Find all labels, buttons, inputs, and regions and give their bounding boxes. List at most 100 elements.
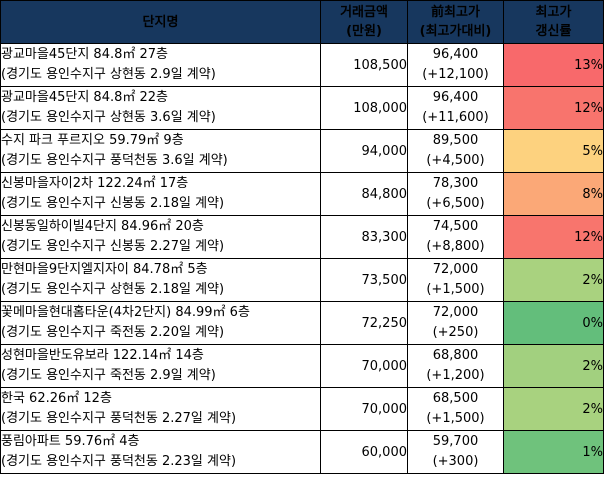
previous-high: 72,000: [432, 262, 479, 277]
trade-price: 60,000: [320, 430, 408, 474]
complex-name: 한국 62.26㎡ 12층: [1, 391, 112, 406]
price-difference: (+6,500): [426, 196, 485, 211]
table-row: 신봉마을자이2차 122.24㎡ 17층 (경기도 용인수지구 신봉동 2.18일…: [0, 172, 604, 216]
header-rate-sub: 갱신률: [535, 24, 572, 39]
complex-detail: (경기도 용인수지구 신봉동 2.18일 계약): [1, 196, 225, 211]
header-name-label: 단지명: [142, 14, 179, 30]
complex-cell: 성현마을반도유보라 122.14㎡ 14층 (경기도 용인수지구 죽전동 2.9일…: [0, 344, 321, 388]
header-complex-name: 단지명: [0, 0, 321, 44]
complex-name: 신봉동일하이빌4단지 84.96㎡ 20층: [1, 219, 204, 234]
table-row: 성현마을반도유보라 122.14㎡ 14층 (경기도 용인수지구 죽전동 2.9일…: [0, 344, 604, 388]
complex-cell: 만현마을9단지엘지자이 84.78㎡ 5층 (경기도 용인수지구 상현동 2.18…: [0, 258, 321, 302]
previous-high-cell: 74,500 (+8,800): [407, 215, 504, 259]
complex-name: 광교마을45단지 84.8㎡ 27층: [1, 47, 169, 62]
apartment-price-table: 단지명 거래금액 (만원) 前최고가 (최고가대비) 최고가 갱신률 광교마을4…: [0, 0, 604, 474]
trade-price: 70,000: [320, 344, 408, 388]
renewal-rate: 1%: [503, 430, 604, 474]
complex-cell: 풍림아파트 59.76㎡ 4층 (경기도 용인수지구 풍덕천동 2.23일 계약): [0, 430, 321, 474]
table-row: 꽃메마을현대홈타운(4차2단지) 84.99㎡ 6층 (경기도 용인수지구 죽전동…: [0, 301, 604, 345]
previous-high: 68,500: [432, 391, 479, 406]
previous-high-cell: 89,500 (+4,500): [407, 129, 504, 173]
previous-high-cell: 68,800 (+1,200): [407, 344, 504, 388]
complex-cell: 신봉동일하이빌4단지 84.96㎡ 20층 (경기도 용인수지구 신봉동 2.27…: [0, 215, 321, 259]
trade-price: 94,000: [320, 129, 408, 173]
complex-cell: 수지 파크 푸르지오 59.79㎡ 9층 (경기도 용인수지구 풍덕천동 3.6일…: [0, 129, 321, 173]
complex-detail: (경기도 용인수지구 상현동 2.18일 계약): [1, 282, 225, 297]
previous-high: 78,300: [432, 176, 479, 191]
complex-cell: 신봉마을자이2차 122.24㎡ 17층 (경기도 용인수지구 신봉동 2.18일…: [0, 172, 321, 216]
complex-cell: 광교마을45단지 84.8㎡ 22층 (경기도 용인수지구 상현동 3.6일 계약…: [0, 86, 321, 130]
price-difference: (+300): [432, 454, 479, 469]
price-difference: (+1,500): [426, 411, 485, 426]
trade-price: 70,000: [320, 387, 408, 431]
table-row: 광교마을45단지 84.8㎡ 22층 (경기도 용인수지구 상현동 3.6일 계약…: [0, 86, 604, 130]
price-difference: (+11,600): [422, 110, 489, 125]
complex-name: 성현마을반도유보라 122.14㎡ 14층: [1, 348, 204, 363]
table-row: 만현마을9단지엘지자이 84.78㎡ 5층 (경기도 용인수지구 상현동 2.18…: [0, 258, 604, 302]
previous-high: 96,400: [432, 47, 479, 62]
renewal-rate: 2%: [503, 258, 604, 302]
complex-detail: (경기도 용인수지구 신봉동 2.27일 계약): [1, 239, 225, 254]
complex-name: 풍림아파트 59.76㎡ 4층: [1, 434, 140, 449]
table-row: 신봉동일하이빌4단지 84.96㎡ 20층 (경기도 용인수지구 신봉동 2.27…: [0, 215, 604, 259]
table-row: 수지 파크 푸르지오 59.79㎡ 9층 (경기도 용인수지구 풍덕천동 3.6일…: [0, 129, 604, 173]
previous-high-cell: 96,400 (+11,600): [407, 86, 504, 130]
trade-price: 84,800: [320, 172, 408, 216]
renewal-rate: 13%: [503, 43, 604, 87]
header-prev-sub: (최고가대비): [419, 24, 492, 39]
table-row: 풍림아파트 59.76㎡ 4층 (경기도 용인수지구 풍덕천동 2.23일 계약)…: [0, 430, 604, 474]
previous-high-cell: 96,400 (+12,100): [407, 43, 504, 87]
complex-cell: 꽃메마을현대홈타운(4차2단지) 84.99㎡ 6층 (경기도 용인수지구 죽전동…: [0, 301, 321, 345]
price-difference: (+1,200): [426, 368, 485, 383]
complex-name: 만현마을9단지엘지자이 84.78㎡ 5층: [1, 262, 208, 277]
complex-detail: (경기도 용인수지구 풍덕천동 2.23일 계약): [1, 454, 237, 469]
complex-name: 광교마을45단지 84.8㎡ 22층: [1, 90, 169, 105]
complex-detail: (경기도 용인수지구 상현동 3.6일 계약): [1, 110, 216, 125]
header-rate-label: 최고가: [535, 5, 572, 20]
previous-high: 89,500: [432, 133, 479, 148]
previous-high-cell: 59,700 (+300): [407, 430, 504, 474]
complex-name: 신봉마을자이2차 122.24㎡ 17층: [1, 176, 189, 191]
complex-detail: (경기도 용인수지구 상현동 2.9일 계약): [1, 67, 216, 82]
previous-high: 72,000: [432, 305, 479, 320]
price-difference: (+4,500): [426, 153, 485, 168]
renewal-rate: 2%: [503, 387, 604, 431]
previous-high-cell: 78,300 (+6,500): [407, 172, 504, 216]
price-difference: (+12,100): [422, 67, 489, 82]
complex-detail: (경기도 용인수지구 풍덕천동 2.27일 계약): [1, 411, 237, 426]
price-difference: (+8,800): [426, 239, 485, 254]
renewal-rate: 12%: [503, 215, 604, 259]
header-trade-price: 거래금액 (만원): [320, 0, 408, 44]
header-row: 단지명 거래금액 (만원) 前최고가 (최고가대비) 최고가 갱신률: [0, 0, 604, 44]
complex-detail: (경기도 용인수지구 풍덕천동 3.6일 계약): [1, 153, 228, 168]
previous-high: 74,500: [432, 219, 479, 234]
complex-name: 수지 파크 푸르지오 59.79㎡ 9층: [1, 133, 184, 148]
complex-name: 꽃메마을현대홈타운(4차2단지) 84.99㎡ 6층: [1, 305, 250, 320]
header-price-label: 거래금액: [340, 5, 388, 20]
price-difference: (+250): [432, 325, 479, 340]
previous-high: 59,700: [432, 434, 479, 449]
renewal-rate: 0%: [503, 301, 604, 345]
price-difference: (+1,500): [426, 282, 485, 297]
renewal-rate: 12%: [503, 86, 604, 130]
trade-price: 108,500: [320, 43, 408, 87]
header-previous-high: 前최고가 (최고가대비): [407, 0, 504, 44]
previous-high-cell: 72,000 (+250): [407, 301, 504, 345]
trade-price: 108,000: [320, 86, 408, 130]
complex-detail: (경기도 용인수지구 죽전동 2.20일 계약): [1, 325, 225, 340]
header-prev-label: 前최고가: [431, 5, 480, 20]
trade-price: 83,300: [320, 215, 408, 259]
previous-high: 68,800: [432, 348, 479, 363]
table-row: 광교마을45단지 84.8㎡ 27층 (경기도 용인수지구 상현동 2.9일 계약…: [0, 43, 604, 87]
previous-high-cell: 72,000 (+1,500): [407, 258, 504, 302]
trade-price: 73,500: [320, 258, 408, 302]
complex-cell: 한국 62.26㎡ 12층 (경기도 용인수지구 풍덕천동 2.27일 계약): [0, 387, 321, 431]
header-renewal-rate: 최고가 갱신률: [503, 0, 604, 44]
renewal-rate: 5%: [503, 129, 604, 173]
table-row: 한국 62.26㎡ 12층 (경기도 용인수지구 풍덕천동 2.27일 계약) 70…: [0, 387, 604, 431]
complex-cell: 광교마을45단지 84.8㎡ 27층 (경기도 용인수지구 상현동 2.9일 계약…: [0, 43, 321, 87]
previous-high: 96,400: [432, 90, 479, 105]
complex-detail: (경기도 용인수지구 죽전동 2.9일 계약): [1, 368, 216, 383]
trade-price: 72,250: [320, 301, 408, 345]
header-price-unit: (만원): [346, 24, 382, 39]
